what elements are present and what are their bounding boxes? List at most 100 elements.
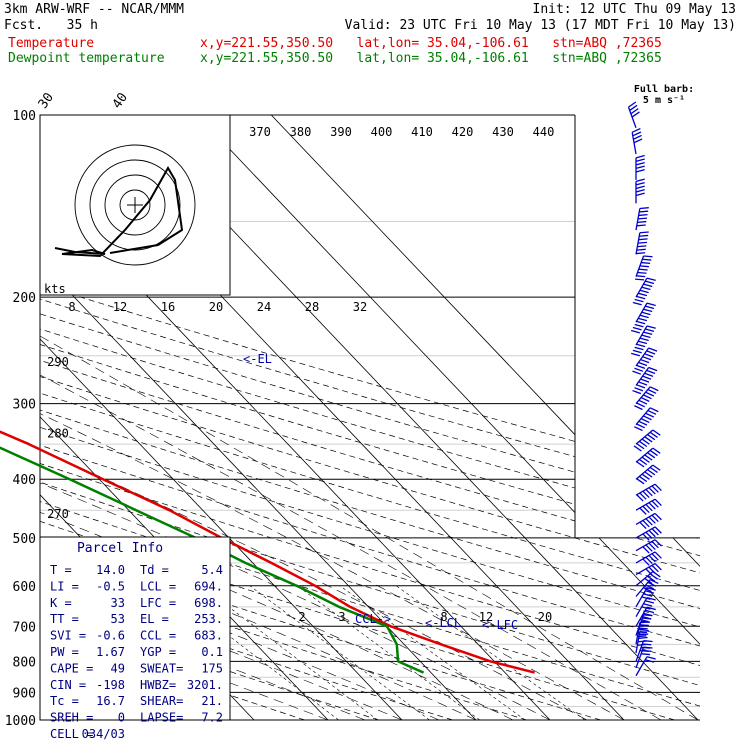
wind-barb-flag xyxy=(643,331,653,336)
mixing-ratio-label: 12 xyxy=(479,610,493,624)
parcel-info-key: LFC = xyxy=(140,596,176,610)
wind-barb-flag xyxy=(639,337,649,342)
isotherm-tick-label: 40 xyxy=(110,90,131,111)
parcel-info-key: SHEAR= xyxy=(140,694,183,708)
wind-barb-flag xyxy=(644,372,654,377)
wind-barb xyxy=(635,447,661,468)
pressure-tick-label: 600 xyxy=(13,580,36,595)
wind-barb-flag xyxy=(630,329,641,334)
parcel-info-key: Td = xyxy=(140,563,169,577)
wind-barb-flag xyxy=(637,631,648,634)
wind-barb-flag xyxy=(638,458,648,466)
parcel-info-key: SREH = xyxy=(50,711,93,725)
hodograph-ring xyxy=(104,174,166,236)
wind-barb-staff xyxy=(635,255,645,277)
wind-barb-flag xyxy=(641,596,651,600)
parcel-info-title: Parcel Info xyxy=(77,541,163,556)
wind-barb xyxy=(631,127,643,155)
wind-barb-flag xyxy=(636,402,645,408)
wind-barb-flag xyxy=(649,449,658,457)
hodograph-speed-label: 8 xyxy=(68,300,75,314)
wind-barb-flag xyxy=(639,234,649,237)
wind-barb-flag xyxy=(633,134,642,140)
wind-barb-flag xyxy=(636,443,645,450)
wind-barb-flag xyxy=(646,587,656,591)
wind-barb-flag xyxy=(640,358,650,364)
wind-barb-flag xyxy=(639,624,649,627)
wind-barb-flag xyxy=(640,418,650,424)
pressure-tick-label: 200 xyxy=(13,291,36,306)
wind-barb-flag xyxy=(638,636,648,639)
wind-barb-flag xyxy=(645,504,653,512)
wind-barb-flag xyxy=(641,438,650,445)
wind-barb-flag xyxy=(649,407,659,413)
wind-barb-flag xyxy=(646,369,656,375)
mixing-ratio-line xyxy=(249,585,430,720)
wind-barb-flag xyxy=(635,161,645,166)
wind-barb-flag xyxy=(636,478,645,485)
wind-barb-staff xyxy=(635,563,656,576)
wind-barb-flag xyxy=(641,653,651,656)
wind-barb-flag xyxy=(643,255,653,258)
wind-barb xyxy=(635,563,662,576)
dry-adiabat-label: 280 xyxy=(47,427,69,441)
wind-barb xyxy=(634,407,659,432)
wind-barb-flag xyxy=(643,603,653,607)
wind-barb-flag xyxy=(645,590,655,594)
wind-barb-flag xyxy=(651,564,659,573)
wind-barb-flag xyxy=(644,353,654,358)
hodograph-unit-label: kts xyxy=(44,282,66,296)
parcel-info-key: YGP = xyxy=(140,645,176,659)
parcel-info-value: 175 xyxy=(201,661,223,675)
wind-barb-flag xyxy=(641,286,651,291)
wind-barb-flag xyxy=(641,261,651,265)
wind-barb xyxy=(633,429,661,452)
wind-barb-flag xyxy=(636,364,646,370)
wind-barb xyxy=(635,154,645,180)
wind-barb-staff xyxy=(635,526,656,539)
wind-barb-staff xyxy=(635,325,648,346)
parcel-info-value: 53 xyxy=(111,612,125,626)
wind-barb-flag xyxy=(654,498,662,507)
pressure-tick-label: 500 xyxy=(13,532,36,547)
wind-barb-flag xyxy=(637,245,647,248)
parcel-info-value: 21. xyxy=(201,694,223,708)
wind-barb-flag xyxy=(639,210,649,213)
parcel-info-value: 253. xyxy=(194,612,223,626)
wind-barb-flag xyxy=(647,388,657,394)
wind-barb-flag xyxy=(646,302,656,307)
parcel-info-value: 16.7 xyxy=(96,694,125,708)
wind-barb-flag xyxy=(652,447,661,454)
wind-barb-flag xyxy=(630,108,639,115)
parcel-info-key: HWBZ= xyxy=(140,678,176,692)
wind-barb-flag xyxy=(648,542,656,551)
wind-barb-flag xyxy=(642,546,650,554)
wind-barb-flag xyxy=(643,283,653,288)
wind-barb-flag xyxy=(629,104,638,111)
wind-barb-staff xyxy=(635,232,641,255)
wind-barb-flag xyxy=(637,241,648,244)
parcel-info-value: 0.1 xyxy=(201,645,223,659)
model-title: 3km ARW-WRF -- NCAR/MMM xyxy=(4,2,185,17)
wind-barb-flag xyxy=(634,323,644,328)
wind-barb-flag xyxy=(644,471,653,478)
mixing-ratio-label: 3 xyxy=(338,610,345,624)
wind-barb-flag xyxy=(643,415,652,421)
wind-barb-flag xyxy=(637,640,648,643)
parcel-info-value: 5.4 xyxy=(201,563,223,577)
wind-barb-flag xyxy=(628,101,637,108)
wind-barb-flag xyxy=(635,278,645,281)
wind-barb-staff xyxy=(627,106,637,129)
dry-adiabat xyxy=(40,115,453,720)
wind-barb-flag xyxy=(634,426,643,432)
wind-barb xyxy=(635,656,656,677)
wind-barb-flag xyxy=(635,165,645,170)
hodograph-ring xyxy=(74,144,196,266)
wind-barb-flag xyxy=(654,563,662,571)
wind-barb-flag xyxy=(636,343,646,348)
wind-barb-flag xyxy=(654,539,662,547)
wind-barb xyxy=(635,207,649,231)
wind-barb-flag xyxy=(638,292,648,297)
wind-barb-flag xyxy=(646,606,656,611)
wind-barb-flag xyxy=(638,238,648,241)
